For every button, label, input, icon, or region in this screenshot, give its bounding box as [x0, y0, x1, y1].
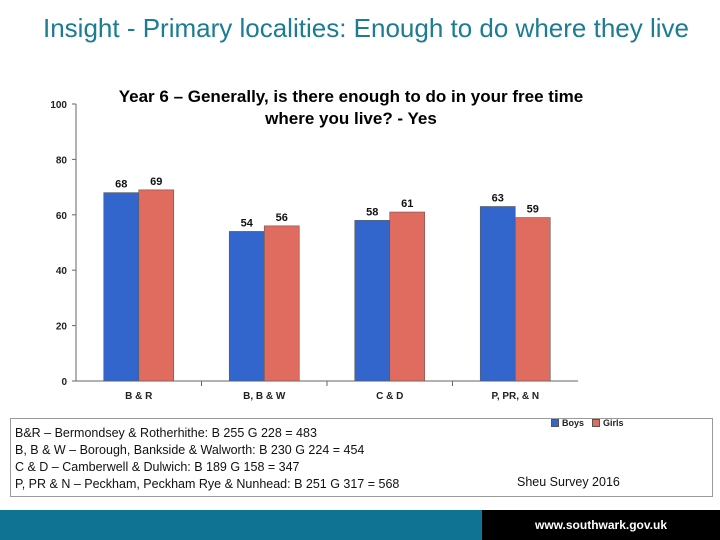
- legend-item-girls: Girls: [592, 418, 624, 428]
- x-tick-label: P, PR, & N: [491, 391, 539, 402]
- y-tick-label: 80: [56, 155, 68, 166]
- y-tick-label: 40: [56, 266, 68, 277]
- source-label: Sheu Survey 2016: [517, 475, 620, 489]
- locality-notes: B&R – Bermondsey & Rotherhithe: B 255 G …: [15, 425, 399, 493]
- footer-url-box[interactable]: www.southwark.gov.uk: [482, 510, 720, 540]
- data-label: 61: [401, 198, 413, 210]
- data-label: 69: [150, 176, 162, 188]
- legend-label-girls: Girls: [603, 418, 624, 428]
- data-label: 59: [527, 204, 539, 216]
- y-tick-label: 100: [50, 100, 67, 111]
- x-tick-label: B, B & W: [243, 391, 286, 402]
- note-line: B, B & W – Borough, Bankside & Walworth:…: [15, 443, 365, 457]
- bar-boys: [103, 192, 140, 382]
- data-label: 58: [366, 206, 378, 218]
- bar-boys: [228, 231, 265, 382]
- note-line: B&R – Bermondsey & Rotherhithe: B 255 G …: [15, 426, 317, 440]
- bar-girls: [138, 189, 175, 382]
- legend-swatch-boys: [551, 419, 559, 427]
- bar-girls: [389, 211, 426, 382]
- notes-box: B&R – Bermondsey & Rotherhithe: B 255 G …: [10, 418, 713, 497]
- bar-girls: [263, 225, 300, 382]
- bar-chart: 0 20 40 60 80 100 68 69 B & R 54 56 B, B & W 58 61 C &…: [50, 100, 578, 402]
- legend-label-boys: Boys: [562, 418, 585, 428]
- legend-item-boys: Boys: [551, 418, 584, 428]
- data-label: 56: [276, 212, 288, 224]
- data-label: 54: [241, 217, 254, 229]
- x-tick-label: B & R: [125, 391, 153, 402]
- y-tick-label: 20: [56, 322, 68, 333]
- legend-swatch-girls: [592, 419, 601, 427]
- x-tick-label: C & D: [376, 391, 403, 402]
- y-tick-label: 60: [56, 211, 68, 222]
- bar-girls: [514, 217, 551, 382]
- data-label: 68: [115, 179, 127, 191]
- chart-legend: Boys Girls: [551, 418, 624, 428]
- bar-boys: [354, 220, 391, 382]
- slide-title: Insight - Primary localities: Enough to …: [43, 13, 689, 43]
- bar-boys: [479, 206, 516, 382]
- footer-url-link[interactable]: www.southwark.gov.uk: [534, 518, 668, 532]
- note-line: P, PR & N – Peckham, Peckham Rye & Nunhe…: [15, 477, 400, 491]
- note-line: C & D – Camberwell & Dulwich: B 189 G 15…: [15, 460, 300, 474]
- y-tick-label: 0: [61, 377, 67, 388]
- data-label: 63: [492, 192, 504, 204]
- chart-title: Year 6 – Generally, is there enough to d…: [118, 87, 584, 128]
